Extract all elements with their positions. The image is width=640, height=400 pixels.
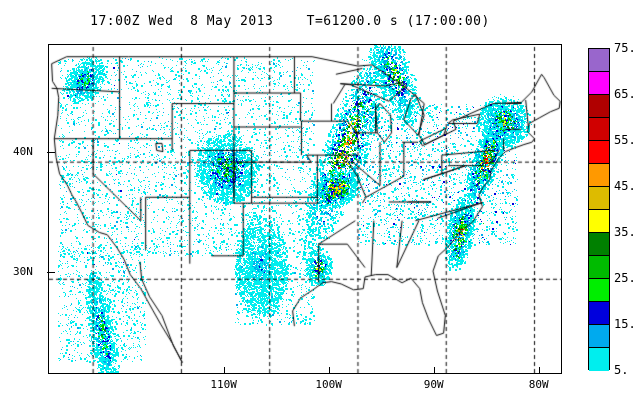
- colorbar-segment-50: [589, 164, 609, 187]
- x-axis-label: 110W: [210, 378, 237, 391]
- colorbar-label: 35.: [614, 225, 636, 239]
- figure-title: 17:00Z Wed 8 May 2013 T=61200.0 s (17:00…: [90, 14, 490, 29]
- colorbar-segment-15: [589, 325, 609, 348]
- x-tick-mark: [539, 367, 540, 374]
- x-axis-label: 100W: [315, 378, 342, 391]
- colorbar-segment-30: [589, 256, 609, 279]
- x-tick-mark: [329, 367, 330, 374]
- x-tick-mark: [224, 367, 225, 374]
- y-axis-label: 30N: [13, 265, 33, 278]
- colorbar-label: 25.: [614, 271, 636, 285]
- colorbar-segment-65: [589, 95, 609, 118]
- colorbar-segment-55: [589, 141, 609, 164]
- map-plot-area: [48, 44, 562, 374]
- colorbar-label: 55.: [614, 133, 636, 147]
- colorbar-segment-75: [589, 49, 609, 72]
- colorbar-segment-25: [589, 279, 609, 302]
- colorbar-segment-10: [589, 348, 609, 371]
- x-tick-mark: [434, 367, 435, 374]
- colorbar-segment-35: [589, 233, 609, 256]
- colorbar-segment-20: [589, 302, 609, 325]
- y-tick-mark: [47, 272, 55, 273]
- colorbar-segment-45: [589, 187, 609, 210]
- colorbar-label: 45.: [614, 179, 636, 193]
- map-boundaries-layer: [49, 45, 561, 373]
- y-tick-mark: [47, 152, 55, 153]
- y-axis-label: 40N: [13, 145, 33, 158]
- colorbar-segment-40: [589, 210, 609, 233]
- colorbar-segment-70: [589, 72, 609, 95]
- colorbar-label: 15.: [614, 317, 636, 331]
- colorbar-label: 5.: [614, 363, 629, 377]
- colorbar-label: 65.: [614, 87, 636, 101]
- colorbar-label: 75.: [614, 41, 636, 55]
- colorbar: [588, 48, 610, 371]
- x-axis-label: 80W: [528, 378, 549, 391]
- x-axis-label: 90W: [423, 378, 444, 391]
- colorbar-segment-60: [589, 118, 609, 141]
